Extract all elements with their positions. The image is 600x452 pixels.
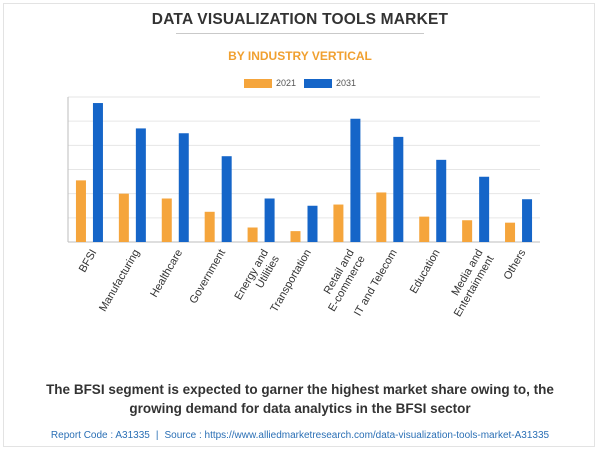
bar-2021-energy-and-utilities (247, 227, 258, 242)
bar-2021-healthcare (161, 198, 172, 242)
bar-2021-transportation (290, 231, 301, 242)
bar-2031-manufacturing (135, 128, 146, 242)
legend-swatch-2021 (243, 78, 272, 88)
source-link[interactable]: Source : https://www.alliedmarketresearc… (164, 430, 550, 441)
bar-2021-it-and-telecom (376, 192, 387, 242)
bar-2031-it-and-telecom (393, 136, 404, 242)
legend-swatch-2031 (304, 78, 332, 88)
footer-separator: | (155, 430, 159, 441)
bar-2031-media-and-entertainment (479, 176, 490, 242)
legend-item-2031[interactable]: 2031 (304, 78, 356, 88)
legend-item-2021[interactable]: 2021 (243, 78, 296, 88)
bar-2031-others (522, 199, 533, 242)
bar-2021-manufacturing (118, 193, 129, 242)
x-tick-label-line: Others (502, 247, 529, 282)
x-tick-label: Healthcare (148, 247, 185, 299)
x-tick-label-line: Healthcare (148, 247, 185, 299)
bar-2021-retail-and-e-commerce (333, 204, 344, 242)
x-tick-label: Education (408, 247, 443, 295)
footer: Report Code : A31335 | Source : https://ww… (0, 430, 600, 441)
bar-2021-government (204, 211, 215, 242)
x-tick-label-line: Government (187, 247, 228, 305)
bar-2021-media-and-entertainment (462, 220, 473, 242)
bar-2031-education (436, 159, 447, 242)
chart-subtitle: BY INDUSTRY VERTICAL (228, 49, 372, 63)
bar-2031-transportation (307, 205, 318, 242)
bar-2031-energy-and-utilities (264, 198, 275, 242)
bar-2031-government (221, 156, 232, 242)
x-tick-label: Government (187, 247, 228, 305)
bar-2031-retail-and-e-commerce (350, 118, 361, 242)
legend: 2021 2031 (0, 78, 600, 88)
x-tick-label: Media andEntertainment (441, 247, 497, 319)
bar-2021-others (505, 222, 516, 242)
title-divider (176, 33, 424, 34)
bar-2021-education (419, 216, 430, 242)
x-tick-label: Others (502, 247, 529, 282)
chart-title: DATA VISUALIZATION TOOLS MARKET (151, 11, 449, 28)
bar-2031-bfsi (92, 103, 103, 243)
chart-caption: The BFSI segment is expected to garner t… (46, 382, 554, 416)
x-tick-label: BFSI (77, 247, 100, 274)
x-tick-label-line: Manufacturing (97, 247, 142, 313)
x-tick-label-line: BFSI (77, 247, 100, 274)
legend-label-2021: 2021 (275, 78, 296, 88)
x-tick-label: Manufacturing (97, 247, 142, 313)
bar-2021-bfsi (75, 180, 86, 242)
bar-2031-healthcare (178, 133, 189, 242)
report-code: Report Code : A31335 (50, 430, 150, 441)
x-tick-label-line: Education (408, 247, 443, 295)
legend-label-2031: 2031 (336, 78, 357, 88)
chart-frame (3, 3, 595, 447)
